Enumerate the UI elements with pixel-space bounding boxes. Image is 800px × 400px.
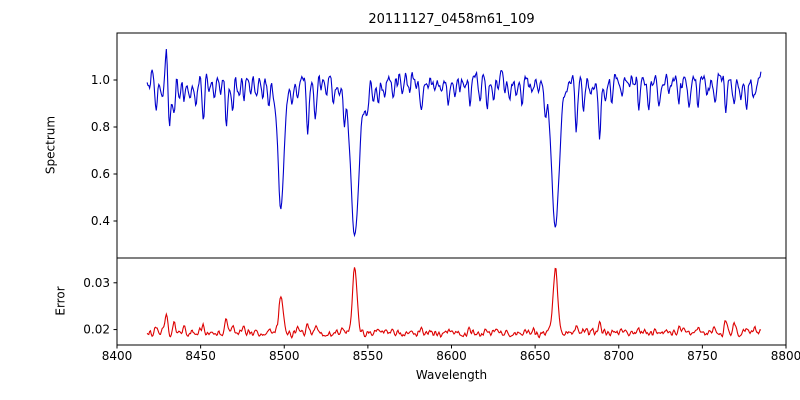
x-tick-label: 8600 — [436, 349, 467, 363]
y-tick-label: 0.03 — [83, 276, 110, 290]
spectrum-line — [146, 48, 762, 238]
chart-title: 20111127_0458m61_109 — [368, 12, 535, 27]
error-line — [146, 267, 762, 340]
y-tick-label: 1.0 — [91, 73, 110, 87]
x-axis-ticks: 8400 8450 8500 8550 8600 8650 8700 8750 8800 — [102, 345, 800, 363]
x-tick-label: 8400 — [102, 349, 133, 363]
x-axis-label: Wavelength — [415, 368, 488, 382]
plot-frame-spectrum — [116, 32, 787, 259]
y-tick-label: 0.4 — [91, 214, 110, 228]
x-tick-label: 8450 — [185, 349, 216, 363]
x-tick-label: 8700 — [603, 349, 634, 363]
x-tick-label: 8650 — [520, 349, 551, 363]
y-tick-label: 0.8 — [91, 120, 110, 134]
y-axis-ticks-error: 0.02 0.03 — [83, 276, 117, 337]
x-tick-label: 8800 — [771, 349, 800, 363]
x-tick-label: 8750 — [687, 349, 718, 363]
y-tick-label: 0.02 — [83, 323, 110, 337]
y-axis-ticks-spectrum: 0.4 0.6 0.8 1.0 — [91, 73, 117, 228]
x-tick-label: 8500 — [269, 349, 300, 363]
y-tick-label: 0.6 — [91, 167, 110, 181]
x-tick-label: 8550 — [353, 349, 384, 363]
